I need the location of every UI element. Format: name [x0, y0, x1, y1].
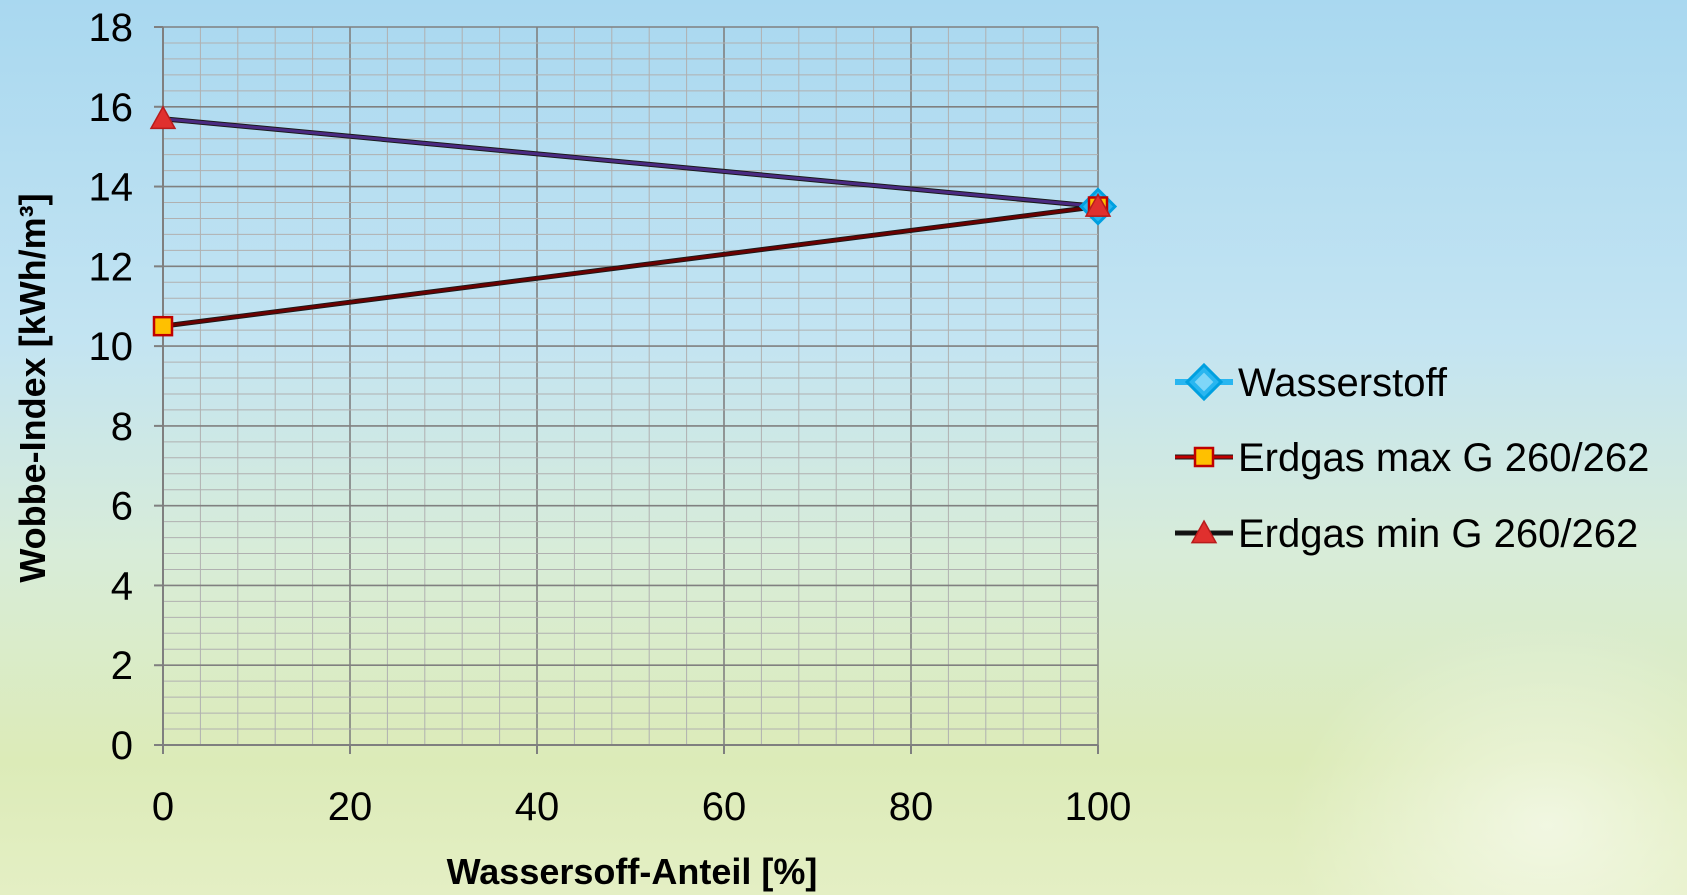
y-tick-label: 14: [89, 166, 134, 210]
data-markers: [149, 105, 1118, 337]
tick-labels: 0 2 4 6 8 10 12 14 16 18 0 20 40 60 80 100: [89, 6, 1132, 829]
y-tick-label: 12: [89, 245, 134, 289]
y-tick-label: 0: [111, 724, 133, 768]
y-tick-label: 18: [89, 6, 134, 50]
y-tick-label: 16: [89, 86, 134, 130]
data-point-square: [152, 315, 174, 337]
y-tick-label: 6: [111, 485, 133, 529]
x-tick-label: 60: [702, 785, 747, 829]
legend-label: Wasserstoff: [1238, 361, 1448, 405]
y-tick-label: 2: [111, 644, 133, 688]
series-lines: [162, 116, 1099, 329]
legend-label: Erdgas max G 260/262: [1238, 436, 1649, 480]
y-tick-label: 4: [111, 564, 133, 608]
data-point-triangle: [1084, 192, 1112, 217]
legend-marker-diamond-highlight: [1194, 372, 1214, 392]
x-tick-label: 20: [328, 785, 373, 829]
x-tick-label: 40: [515, 785, 560, 829]
legend: Wasserstoff Erdgas max G 260/262 Erdgas mi…: [1175, 361, 1649, 556]
y-tick-label: 10: [89, 325, 134, 369]
data-point-triangle: [149, 105, 177, 130]
y-axis-title: Wobbe-Index [kWh/m³]: [12, 193, 53, 582]
x-axis-title: Wassersoff-Anteil [%]: [447, 851, 818, 892]
x-tick-label: 0: [152, 785, 174, 829]
x-tick-label: 100: [1065, 785, 1132, 829]
legend-marker-square: [1193, 446, 1215, 468]
x-tick-label: 80: [889, 785, 934, 829]
y-tick-label: 8: [111, 405, 133, 449]
series-line: [162, 205, 1099, 328]
legend-marker-triangle: [1190, 519, 1218, 544]
axes: [154, 26, 1099, 754]
legend-label: Erdgas min G 260/262: [1238, 512, 1638, 556]
grid: [162, 26, 1099, 746]
series-line: [162, 117, 1099, 208]
